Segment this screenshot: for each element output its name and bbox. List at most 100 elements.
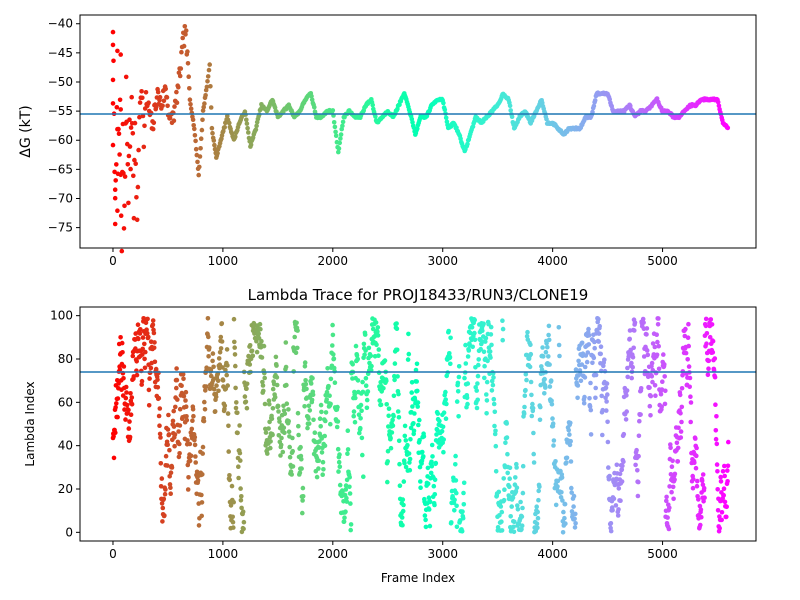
lambda-point bbox=[219, 339, 225, 344]
delta-g-point bbox=[112, 221, 118, 227]
lambda-point bbox=[322, 443, 328, 449]
lambda-point bbox=[454, 490, 459, 496]
lambda-point bbox=[569, 485, 574, 491]
delta-g-point bbox=[197, 154, 203, 159]
lambda-point bbox=[249, 348, 255, 354]
delta-g-point bbox=[246, 130, 251, 135]
lambda-point bbox=[586, 342, 592, 347]
lambda-point bbox=[159, 501, 165, 506]
lambda-point bbox=[564, 455, 570, 461]
delta-g-point bbox=[198, 146, 203, 151]
lambda-point bbox=[280, 449, 286, 455]
lambda-point bbox=[423, 517, 428, 523]
delta-g-point bbox=[165, 103, 170, 109]
lambda-point bbox=[305, 425, 310, 431]
delta-g-point bbox=[188, 102, 193, 107]
lambda-point bbox=[528, 351, 534, 357]
delta-g-point bbox=[254, 123, 259, 129]
lambda-point bbox=[692, 460, 697, 466]
lambda-point bbox=[231, 525, 236, 530]
lambda-point bbox=[128, 391, 133, 396]
lambda-point bbox=[654, 352, 660, 358]
lambda-point bbox=[460, 515, 466, 521]
lambda-point bbox=[385, 448, 391, 454]
lambda-point bbox=[437, 418, 442, 424]
lambda-point bbox=[672, 471, 678, 477]
lambda-point bbox=[464, 395, 470, 401]
lambda-point bbox=[386, 406, 392, 412]
lambda-point bbox=[559, 490, 564, 495]
delta-g-point bbox=[185, 49, 190, 54]
lambda-point bbox=[605, 392, 610, 397]
lambda-point bbox=[204, 384, 209, 389]
lambda-point bbox=[487, 349, 493, 354]
lambda-point bbox=[207, 345, 212, 350]
lambda-point bbox=[547, 362, 552, 367]
lambda-point bbox=[320, 472, 326, 478]
lambda-point bbox=[385, 479, 390, 485]
lambda-point bbox=[216, 388, 221, 394]
lambda-point bbox=[408, 425, 414, 431]
lambda-point bbox=[644, 326, 650, 331]
lambda-point bbox=[557, 353, 562, 359]
lambda-point bbox=[250, 353, 256, 359]
y-tick-label: 20 bbox=[58, 482, 73, 496]
delta-g-point bbox=[333, 129, 338, 135]
lambda-point bbox=[489, 388, 495, 393]
lambda-point bbox=[444, 401, 449, 407]
lambda-point bbox=[199, 513, 204, 519]
lambda-point bbox=[484, 398, 490, 403]
lambda-point bbox=[489, 342, 494, 348]
lambda-point bbox=[165, 463, 170, 468]
delta-g-point bbox=[715, 99, 721, 105]
delta-g-point bbox=[174, 89, 179, 95]
lambda-point bbox=[678, 429, 684, 434]
lambda-point bbox=[400, 508, 406, 514]
lambda-point bbox=[587, 404, 593, 409]
lambda-point bbox=[184, 414, 189, 419]
lambda-point bbox=[491, 396, 497, 402]
lambda-point bbox=[237, 423, 242, 428]
lambda-point bbox=[545, 344, 550, 350]
lambda-point bbox=[277, 419, 282, 424]
lambda-point bbox=[175, 397, 180, 402]
lambda-point bbox=[488, 355, 493, 360]
lambda-point bbox=[553, 502, 559, 508]
lambda-point bbox=[265, 451, 270, 456]
lambda-point bbox=[192, 434, 198, 440]
lambda-point bbox=[549, 401, 555, 407]
x-tick-label: 2000 bbox=[318, 547, 349, 561]
lambda-point bbox=[306, 403, 312, 409]
lambda-point bbox=[119, 340, 125, 346]
lambda-point bbox=[296, 423, 301, 429]
lambda-point bbox=[593, 372, 599, 378]
lambda-point bbox=[675, 459, 681, 464]
lambda-point bbox=[686, 364, 692, 369]
delta-g-point bbox=[161, 98, 167, 104]
lambda-point bbox=[364, 405, 370, 411]
delta-g-point bbox=[188, 106, 194, 111]
lambda-y-axis-label: Lambda Index bbox=[23, 381, 37, 466]
delta-g-point bbox=[122, 203, 127, 209]
lambda-point bbox=[443, 397, 449, 402]
lambda-point bbox=[319, 450, 325, 455]
lambda-point bbox=[295, 410, 301, 416]
lambda-point bbox=[157, 406, 163, 411]
lambda-point bbox=[709, 322, 715, 327]
lambda-point bbox=[287, 444, 293, 450]
lambda-point bbox=[156, 395, 162, 401]
lambda-point bbox=[421, 434, 427, 439]
lambda-point bbox=[543, 385, 548, 390]
lambda-point bbox=[596, 331, 602, 336]
lambda-point bbox=[396, 438, 402, 444]
delta-g-point bbox=[227, 120, 232, 126]
lambda-point bbox=[529, 413, 535, 419]
lambda-point bbox=[227, 473, 232, 478]
lambda-point bbox=[174, 385, 179, 391]
lambda-point bbox=[706, 358, 712, 364]
x-tick-label: 0 bbox=[109, 547, 117, 561]
lambda-point bbox=[688, 394, 693, 400]
lambda-point bbox=[290, 464, 296, 469]
lambda-point bbox=[145, 331, 150, 336]
lambda-point bbox=[677, 392, 683, 398]
